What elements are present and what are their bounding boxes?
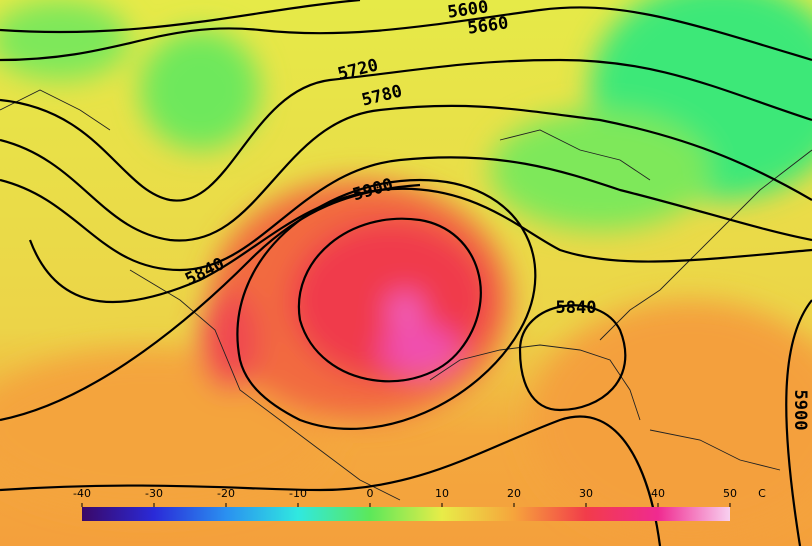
colorbar-tick-label: 0 (367, 487, 374, 500)
colorbar-unit: C (758, 487, 766, 500)
colorbar-tick-label: -30 (145, 487, 163, 500)
contour-label: 5840 (556, 298, 597, 318)
coastlines (0, 89, 812, 501)
colorbar-tick-label: -20 (217, 487, 235, 500)
colorbar-tick-label: 30 (579, 487, 593, 500)
colorbar-tick-label: 10 (435, 487, 449, 500)
colorbar-tick-label: 40 (651, 487, 665, 500)
colorbar-tick-label: 50 (723, 487, 737, 500)
colorbar-tick-label: -10 (289, 487, 307, 500)
colorbar-tick-label: 20 (507, 487, 521, 500)
contour-label: 5900 (790, 390, 810, 431)
contour-label: 5600 (446, 0, 489, 23)
colorbar-tick-label: -40 (73, 487, 91, 500)
colorbar (82, 507, 730, 521)
